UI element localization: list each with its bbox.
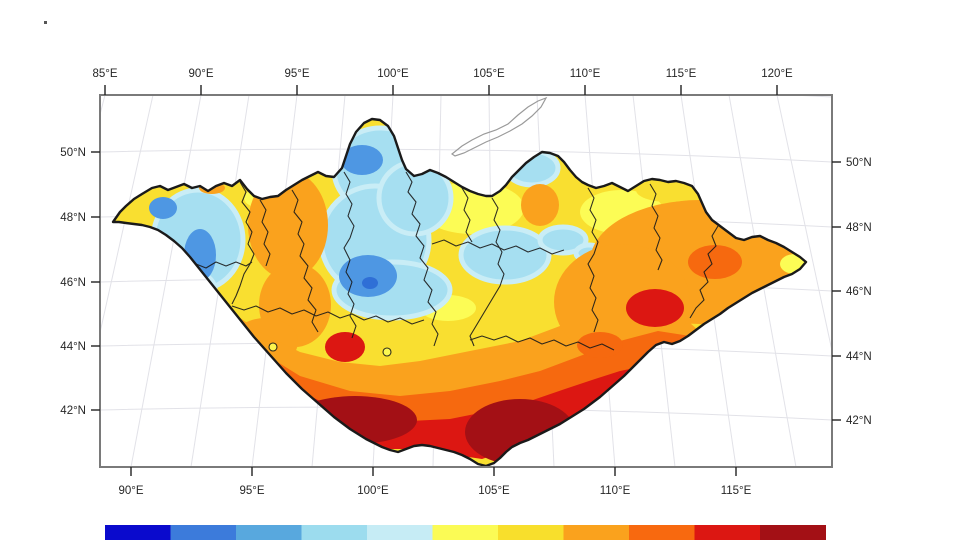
tick-label: 44°N [60, 341, 86, 353]
colorbar-segment [629, 525, 695, 540]
longitude-axis-bottom: 90°E 95°E 100°E 105°E 110°E 115°E [118, 485, 751, 497]
colorbar-segment [760, 525, 826, 540]
tick-label: 48°N [60, 212, 86, 224]
tick-label: 50°N [60, 147, 86, 159]
tick-label: 90°E [118, 485, 143, 497]
longitude-axis-top: 85°E 90°E 95°E 100°E 105°E 110°E 115°E 1… [92, 68, 793, 80]
colorbar-segment [367, 525, 433, 540]
colorbar-segment [563, 525, 630, 540]
tick-label: 115°E [666, 68, 697, 80]
colorbar-segment [694, 525, 761, 540]
tick-label: 110°E [600, 485, 631, 497]
latitude-axis-right: 50°N 48°N 46°N 44°N 42°N [846, 157, 872, 427]
tick-label: 115°E [721, 485, 752, 497]
colorbar-segment [432, 525, 499, 540]
coldest-core [362, 277, 378, 289]
tick-label: 100°E [357, 485, 389, 497]
axis-ticks [91, 85, 841, 476]
tick-label: 85°E [92, 68, 117, 80]
tick-label: 44°N [846, 351, 872, 363]
tick-label: 105°E [478, 485, 510, 497]
colorbar-segment [301, 525, 368, 540]
colorbar-segment [105, 525, 171, 540]
colorbar-segment [170, 525, 237, 540]
colorbar-segment [498, 525, 564, 540]
province-boundaries [185, 171, 719, 357]
tick-label: 105°E [473, 68, 505, 80]
tick-label: 48°N [846, 222, 872, 234]
tick-label: 42°N [60, 405, 86, 417]
tick-label: 95°E [239, 485, 264, 497]
latitude-axis-left: 50°N 48°N 46°N 44°N 42°N [60, 147, 86, 417]
stray-mark [44, 21, 47, 24]
tick-label: 100°E [377, 68, 409, 80]
tick-label: 42°N [846, 415, 872, 427]
cold-cores [149, 141, 429, 297]
colorbar-segment [236, 525, 302, 540]
lake-baikal-outline [450, 96, 548, 157]
tick-label: 46°N [846, 286, 872, 298]
tick-label: 50°N [846, 157, 872, 169]
map-frame [99, 94, 833, 468]
tick-label: 120°E [761, 68, 793, 80]
tick-label: 46°N [60, 277, 86, 289]
temperature-colorbar [105, 525, 826, 540]
tick-label: 110°E [570, 68, 601, 80]
tick-label: 95°E [284, 68, 309, 80]
tick-label: 90°E [188, 68, 213, 80]
